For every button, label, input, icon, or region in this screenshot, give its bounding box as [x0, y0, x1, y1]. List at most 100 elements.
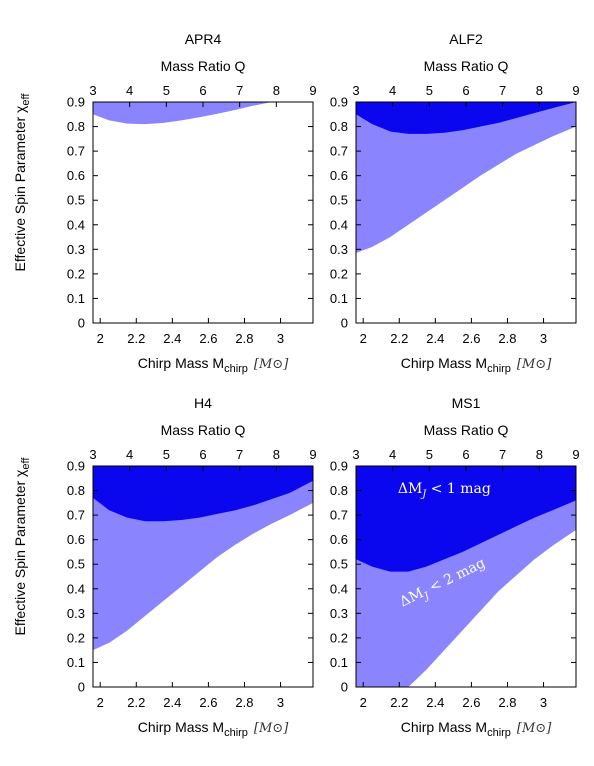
y-tick-label: 0.4: [330, 217, 348, 232]
y-tick-label: 0.7: [330, 508, 348, 523]
y-tick-label: 0.9: [67, 459, 85, 474]
x-tick-label: 2: [97, 695, 104, 710]
top-tick-label: 7: [499, 447, 506, 462]
top-tick-label: 7: [499, 83, 506, 98]
top-tick-label: 5: [426, 83, 433, 98]
panel-ms1: 0 0.1 0.2 0.3 0.4 0.5 0.6 0.7 0.8 0.9 2 2.2 2.4 2.6 2.…: [330, 395, 580, 739]
top-tick-label: 4: [389, 83, 396, 98]
y-tick-label: 0.1: [67, 291, 85, 306]
y-tick-label: 0.3: [67, 606, 85, 621]
band-annotation: ΔMJ < 1 mag: [398, 481, 491, 500]
top-tick-label: 5: [163, 83, 170, 98]
y-tick-label: 0.4: [67, 217, 85, 232]
x-tick-label: 2.2: [390, 695, 408, 710]
y-tick-label: 0.7: [330, 144, 348, 159]
x-tick-label: 2.4: [163, 331, 181, 346]
x-tick-label: 2.6: [462, 331, 480, 346]
y-tick-label: 0.8: [330, 119, 348, 134]
top-tick-label: 9: [309, 447, 316, 462]
top-tick-label: 4: [389, 447, 396, 462]
y-tick-label: 0.5: [330, 193, 348, 208]
top-tick-label: 7: [236, 447, 243, 462]
dark-band-area: [356, 102, 576, 134]
plot-frame: [92, 101, 314, 324]
top-axis-label: Mass Ratio Q: [424, 58, 509, 74]
panel-title: H4: [194, 395, 212, 411]
y-tick-label: 0.5: [67, 557, 85, 572]
panel-title: MS1: [452, 395, 481, 411]
x-tick-label: 3: [277, 331, 284, 346]
top-tick-label: 6: [462, 83, 469, 98]
x-tick-label: 2.6: [199, 695, 217, 710]
y-tick-label: 0.4: [67, 581, 85, 596]
y-tick-label: 0.7: [67, 508, 85, 523]
x-axis-label: Chirp Mass Mchirp [M⊙]: [138, 355, 289, 375]
x-tick-label: 2.8: [235, 331, 253, 346]
top-tick-label: 4: [126, 83, 133, 98]
y-tick-label: 0.3: [67, 242, 85, 257]
y-tick-label: 0.8: [330, 483, 348, 498]
panel-title: ALF2: [449, 31, 483, 47]
dark-band-area: [93, 466, 313, 522]
x-axis-label: Chirp Mass Mchirp [M⊙]: [401, 355, 552, 375]
x-tick-label: 2.6: [462, 695, 480, 710]
x-tick-label: 3: [540, 695, 547, 710]
y-axis-label: Effective Spin Parameter χeff: [12, 93, 32, 272]
x-tick-label: 3: [540, 331, 547, 346]
y-tick-label: 0.6: [330, 532, 348, 547]
dark-band-area: [356, 466, 576, 572]
x-tick-label: 2.8: [498, 331, 516, 346]
top-tick-label: 5: [163, 447, 170, 462]
top-tick-label: 5: [426, 447, 433, 462]
x-tick-label: 2: [97, 331, 104, 346]
y-tick-label: 0: [78, 316, 85, 331]
top-tick-label: 6: [199, 447, 206, 462]
x-tick-label: 2: [360, 331, 367, 346]
y-tick-label: 0: [78, 680, 85, 695]
y-tick-label: 0: [341, 316, 348, 331]
y-tick-label: 0.9: [67, 95, 85, 110]
top-axis-label: Mass Ratio Q: [161, 58, 246, 74]
y-axis-label: Effective Spin Parameter χeff: [12, 457, 32, 636]
x-tick-label: 2.2: [127, 331, 145, 346]
x-tick-label: 2.6: [199, 331, 217, 346]
top-tick-label: 7: [236, 83, 243, 98]
x-tick-label: 2.4: [426, 331, 444, 346]
panel-h4: 0 0.1 0.2 0.3 0.4 0.5 0.6 0.7 0.8 0.9 2 2.2 2.4 2.6 2.…: [67, 395, 317, 739]
y-tick-label: 0.9: [330, 459, 348, 474]
top-tick-label: 6: [462, 447, 469, 462]
y-tick-label: 0.8: [67, 119, 85, 134]
y-tick-label: 0.7: [67, 144, 85, 159]
x-axis-label: Chirp Mass Mchirp [M⊙]: [138, 719, 289, 739]
x-tick-label: 2.4: [163, 695, 181, 710]
y-tick-label: 0: [341, 680, 348, 695]
x-tick-label: 2.8: [498, 695, 516, 710]
x-tick-label: 2.4: [426, 695, 444, 710]
x-axis-label: Chirp Mass Mchirp [M⊙]: [401, 719, 552, 739]
top-axis-label: Mass Ratio Q: [424, 422, 509, 438]
y-tick-label: 0.3: [330, 606, 348, 621]
top-tick-label: 6: [199, 83, 206, 98]
panel-alf2: 0 0.1 0.2 0.3 0.4 0.5 0.6 0.7 0.8 0.9 2 2.2 2.4 2.6 2.…: [330, 31, 580, 375]
x-tick-label: 2: [360, 695, 367, 710]
x-tick-label: 2.8: [235, 695, 253, 710]
panel-apr4: 0 0.1 0.2 0.3 0.4 0.5 0.6 0.7 0.8 0.9 2 2.2 2.4 2.6 2.…: [67, 31, 317, 375]
top-tick-label: 9: [572, 83, 579, 98]
top-tick-label: 8: [536, 447, 543, 462]
y-tick-label: 0.5: [67, 193, 85, 208]
top-tick-label: 3: [352, 83, 359, 98]
top-tick-label: 9: [572, 447, 579, 462]
y-tick-label: 0.2: [67, 266, 85, 281]
y-tick-label: 0.6: [330, 168, 348, 183]
top-axis-label: Mass Ratio Q: [161, 422, 246, 438]
top-tick-label: 3: [352, 447, 359, 462]
panel-title: APR4: [185, 31, 222, 47]
y-tick-label: 0.1: [330, 291, 348, 306]
y-tick-label: 0.4: [330, 581, 348, 596]
top-tick-label: 8: [273, 447, 280, 462]
y-tick-label: 0.1: [67, 655, 85, 670]
y-tick-label: 0.3: [330, 242, 348, 257]
light-band-area: [93, 102, 313, 125]
x-tick-label: 2.2: [390, 331, 408, 346]
